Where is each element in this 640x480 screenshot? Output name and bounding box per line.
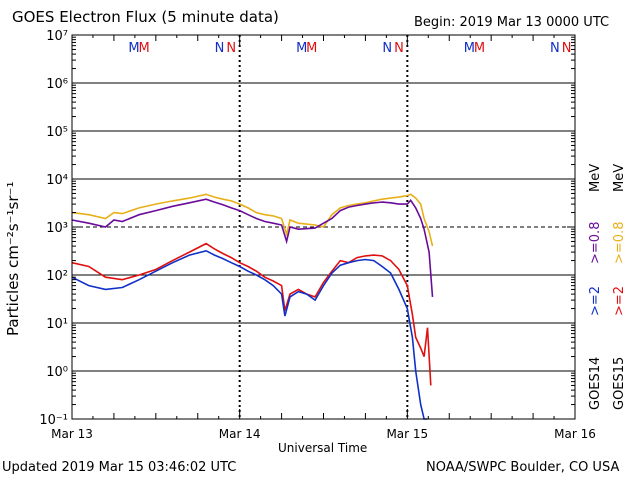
series-line [71,249,428,420]
midnight-noon-marker: N [226,41,236,56]
legend-unit: MeV [588,163,603,192]
midnight-noon-marker: N [394,41,404,56]
y-tick-label: 10⁻¹ [39,413,68,428]
midnight-noon-marker: N [550,41,560,56]
y-tick-label: 10¹ [46,317,68,332]
midnight-noon-marker: N [382,41,392,56]
midnight-noon-marker: M [138,41,149,56]
midnight-noon-marker: N [215,41,225,56]
y-axis-label-text: Particles cm⁻²s⁻¹sr⁻¹ [4,181,22,336]
x-tick-label: Mar 16 [554,427,596,441]
y-tick-label: 10⁷ [46,29,68,44]
y-tick-label: 10⁵ [46,125,68,140]
midnight-noon-marker: M [128,41,139,56]
y-tick-label: 10⁶ [46,77,68,92]
x-tick-label: Mar 15 [386,427,428,441]
series-line [71,198,434,297]
updated-timestamp: Updated 2019 Mar 15 03:46:02 UTC [2,460,237,475]
x-tick-label: Mar 13 [51,427,93,441]
begin-time: Begin: 2019 Mar 13 0000 UTC [414,15,610,30]
series-line [71,193,434,247]
series-line [71,242,432,386]
x-axis-label: Universal Time [278,441,368,455]
y-tick-label: 10⁰ [46,365,68,380]
x-tick-label: Mar 14 [219,427,261,441]
credit: NOAA/SWPC Boulder, CO USA [426,460,620,475]
y-tick-label: 10³ [46,221,68,236]
legend-goes14: GOES14 [588,356,603,410]
midnight-noon-marker: M [296,41,307,56]
y-axis-label: Particles cm⁻²s⁻¹sr⁻¹ [4,182,22,336]
midnight-noon-marker: M [474,41,485,56]
y-tick-label: 10² [46,269,68,284]
midnight-noon-marker: N [562,41,572,56]
legend-goes14-08mev: >=0.8 [588,221,603,264]
y-tick-label: 10⁴ [46,173,68,188]
chart-title: GOES Electron Flux (5 minute data) [12,8,279,26]
midnight-noon-marker: M [306,41,317,56]
legend-goes15-08mev: >=0.8 [612,221,627,264]
legend-goes14-2mev: >=2 [588,285,603,316]
legend-goes15-2mev: >=2 [612,285,627,316]
legend-unit-2: MeV [612,163,627,192]
legend-goes15: GOES15 [612,356,627,410]
midnight-noon-marker: M [464,41,475,56]
